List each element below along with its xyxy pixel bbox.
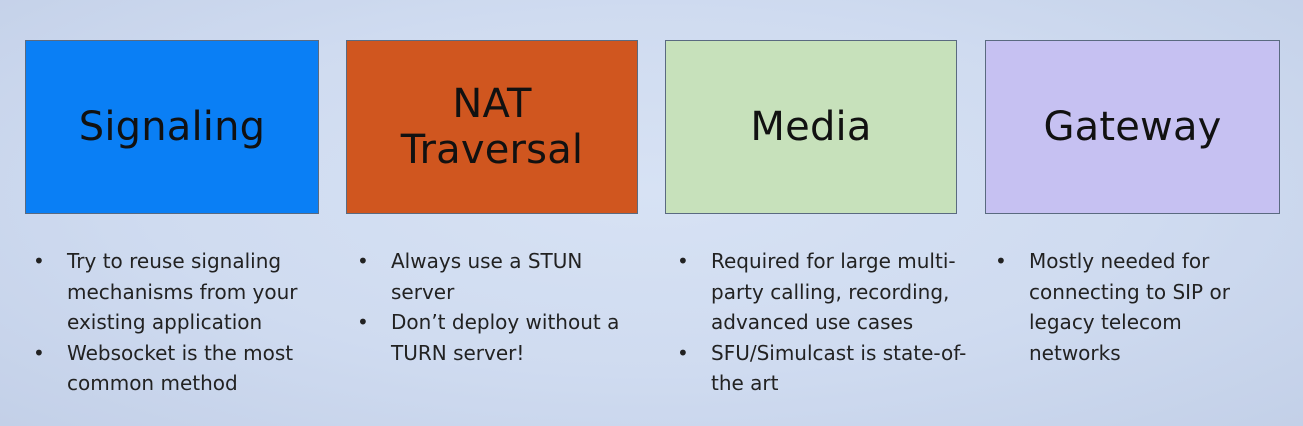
gateway-box: Gateway bbox=[985, 40, 1280, 214]
signaling-title: Signaling bbox=[78, 104, 266, 150]
gateway-bullet-1: Mostly needed for connecting to SIP or l… bbox=[987, 246, 1257, 368]
nat-traversal-title: NAT Traversal bbox=[400, 81, 584, 173]
media-bullets: Required for large multi-party calling, … bbox=[669, 246, 969, 399]
nat-traversal-bullet-2: Don’t deploy without a TURN server! bbox=[349, 307, 629, 368]
nat-traversal-bullet-1: Always use a STUN server bbox=[349, 246, 629, 307]
media-title: Media bbox=[750, 104, 872, 150]
gateway-title: Gateway bbox=[1043, 104, 1222, 150]
signaling-bullet-1: Try to reuse signaling mechanisms from y… bbox=[25, 246, 325, 338]
gateway-bullets: Mostly needed for connecting to SIP or l… bbox=[987, 246, 1257, 368]
nat-traversal-box: NAT Traversal bbox=[346, 40, 638, 214]
signaling-box: Signaling bbox=[25, 40, 319, 214]
signaling-bullets: Try to reuse signaling mechanisms from y… bbox=[25, 246, 325, 399]
media-bullet-2: SFU/Simulcast is state-of-the art bbox=[669, 338, 969, 399]
nat-traversal-bullets: Always use a STUN server Don’t deploy wi… bbox=[349, 246, 629, 368]
media-bullet-1: Required for large multi-party calling, … bbox=[669, 246, 969, 338]
media-box: Media bbox=[665, 40, 957, 214]
signaling-bullet-2: Websocket is the most common method bbox=[25, 338, 325, 399]
